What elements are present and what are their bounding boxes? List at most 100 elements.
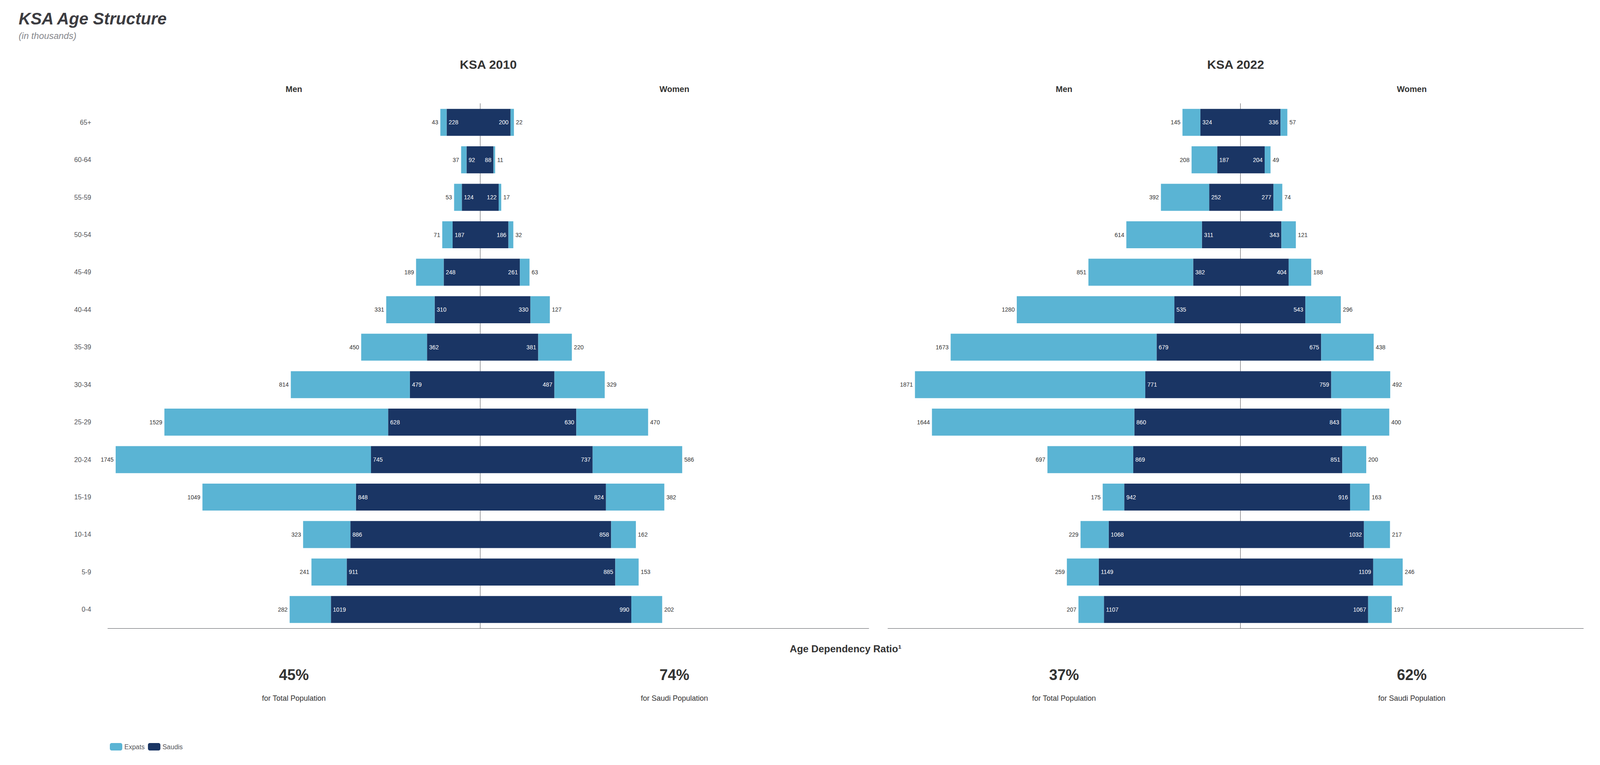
svg-text:32: 32 [515,231,522,239]
svg-text:for Total Population: for Total Population [261,694,326,703]
svg-text:74: 74 [1284,193,1292,201]
svg-text:814: 814 [278,381,289,388]
svg-text:331: 331 [374,306,385,313]
svg-text:259: 259 [1054,568,1065,576]
svg-text:63: 63 [531,269,539,276]
svg-text:220: 220 [574,344,585,351]
svg-text:697: 697 [1035,456,1046,464]
svg-text:843: 843 [1329,419,1340,426]
svg-text:53: 53 [445,193,453,201]
svg-text:37: 37 [452,156,460,164]
svg-text:543: 543 [1293,306,1304,313]
svg-text:404: 404 [1277,269,1288,276]
svg-text:911: 911 [348,568,359,576]
svg-text:20-24: 20-24 [74,456,92,464]
svg-text:KSA Age Structure: KSA Age Structure [18,9,167,28]
svg-text:187: 187 [1219,156,1230,164]
svg-text:88: 88 [484,156,492,164]
svg-text:261: 261 [508,269,519,276]
svg-text:45%: 45% [278,666,309,684]
svg-text:124: 124 [463,193,474,201]
svg-text:329: 329 [606,381,617,388]
svg-text:479: 479 [412,381,422,388]
svg-text:296: 296 [1343,306,1353,313]
svg-text:1032: 1032 [1348,531,1362,539]
svg-text:745: 745 [373,456,384,464]
svg-text:50-54: 50-54 [74,231,92,239]
svg-text:122: 122 [487,193,497,201]
svg-text:188: 188 [1313,269,1324,276]
svg-text:KSA 2022: KSA 2022 [1207,57,1264,72]
svg-text:35-39: 35-39 [74,343,92,351]
svg-text:127: 127 [552,306,563,313]
svg-text:392: 392 [1149,193,1159,201]
svg-text:121: 121 [1297,231,1308,239]
svg-text:228: 228 [448,118,459,126]
svg-text:438: 438 [1375,344,1386,351]
svg-text:614: 614 [1114,231,1125,239]
svg-text:330: 330 [518,306,529,313]
svg-text:62%: 62% [1396,666,1427,684]
svg-text:71: 71 [433,231,441,239]
svg-text:74%: 74% [659,666,690,684]
svg-text:492: 492 [1392,381,1403,388]
svg-text:37%: 37% [1049,666,1079,684]
svg-text:450: 450 [349,344,360,351]
svg-text:1149: 1149 [1100,568,1114,576]
svg-text:for Total Population: for Total Population [1032,694,1096,703]
svg-text:207: 207 [1066,606,1077,614]
svg-text:11: 11 [497,156,504,164]
svg-text:57: 57 [1289,118,1297,126]
svg-text:990: 990 [619,606,630,614]
svg-text:Expats: Expats [124,743,145,751]
svg-text:for Saudi Population: for Saudi Population [1378,694,1446,703]
svg-text:1067: 1067 [1353,606,1367,614]
svg-text:311: 311 [1204,231,1214,239]
svg-text:200: 200 [498,118,509,126]
svg-text:759: 759 [1319,381,1330,388]
svg-text:Age Dependency Ratio¹: Age Dependency Ratio¹ [789,643,902,655]
svg-text:22: 22 [516,118,523,126]
svg-text:197: 197 [1393,606,1404,614]
svg-text:1871: 1871 [899,381,913,388]
svg-text:189: 189 [404,269,415,276]
svg-text:246: 246 [1404,568,1415,576]
svg-text:187: 187 [454,231,465,239]
svg-text:241: 241 [299,568,310,576]
svg-text:202: 202 [664,606,675,614]
svg-text:55-59: 55-59 [74,193,92,202]
svg-text:382: 382 [1195,269,1206,276]
svg-text:15-19: 15-19 [74,493,92,501]
svg-text:470: 470 [650,419,661,426]
svg-text:942: 942 [1126,494,1137,501]
svg-text:(in thousands): (in thousands) [18,30,77,42]
svg-text:Women: Women [1396,84,1427,94]
svg-text:30-34: 30-34 [74,381,92,389]
svg-text:200: 200 [1368,456,1379,464]
svg-text:1109: 1109 [1358,568,1372,576]
svg-text:162: 162 [637,531,648,539]
svg-text:1644: 1644 [916,419,930,426]
svg-text:886: 886 [352,531,363,539]
svg-text:771: 771 [1147,381,1158,388]
svg-text:45-49: 45-49 [74,268,92,276]
svg-text:628: 628 [390,419,400,426]
svg-text:5-9: 5-9 [81,568,92,576]
svg-text:1745: 1745 [100,456,114,464]
svg-text:310: 310 [436,306,447,313]
svg-text:586: 586 [684,456,695,464]
svg-text:248: 248 [445,269,456,276]
svg-text:381: 381 [526,344,537,351]
svg-text:Men: Men [285,84,303,94]
svg-text:860: 860 [1136,419,1147,426]
svg-text:824: 824 [593,494,604,501]
svg-text:324: 324 [1202,118,1213,126]
svg-text:277: 277 [1261,193,1272,201]
svg-text:43: 43 [431,118,439,126]
svg-text:175: 175 [1090,494,1101,501]
svg-text:737: 737 [580,456,591,464]
svg-text:1068: 1068 [1110,531,1124,539]
svg-text:848: 848 [358,494,369,501]
svg-text:252: 252 [1211,193,1222,201]
svg-text:17: 17 [503,193,510,201]
